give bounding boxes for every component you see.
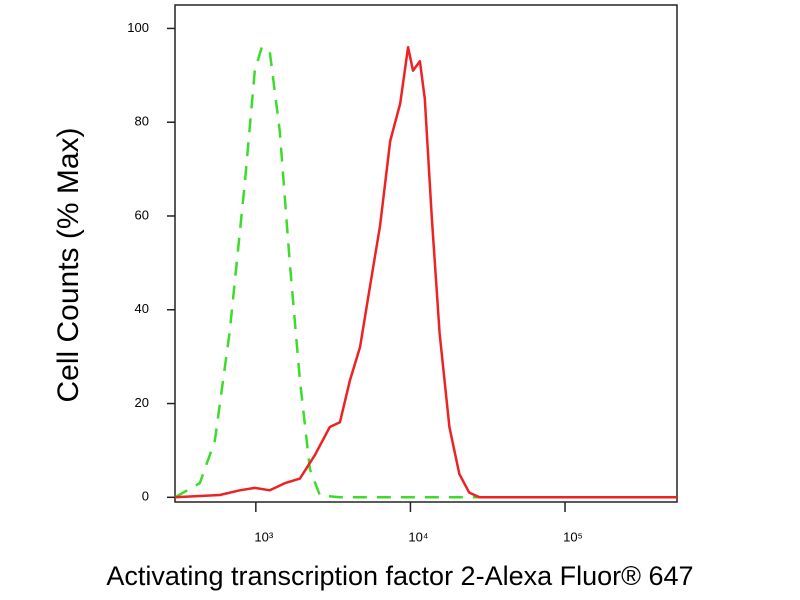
y-tick-label: 100 — [127, 20, 149, 35]
x-tick-label: 10⁴ — [408, 529, 428, 544]
plot-frame — [174, 4, 678, 503]
y-tick-label: 80 — [135, 114, 149, 129]
y-tick-label: 40 — [135, 301, 149, 316]
y-tick-label: 20 — [135, 395, 149, 410]
histogram-line — [174, 45, 677, 499]
y-tick-label: 0 — [142, 489, 149, 504]
histogram-line — [174, 45, 677, 499]
y-axis-label: Cell Counts (% Max) — [52, 127, 85, 402]
x-tick-label: 10⁵ — [563, 529, 583, 544]
x-axis-label: Activating transcription factor 2-Alexa … — [106, 561, 693, 591]
y-tick-label: 60 — [135, 207, 149, 222]
x-tick-label: 10³ — [254, 529, 273, 544]
